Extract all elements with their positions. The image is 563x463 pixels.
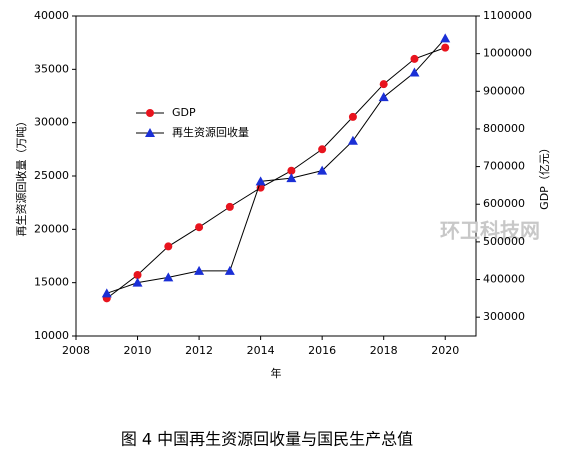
y-tick-label: 25000 bbox=[34, 169, 69, 182]
legend-label: 再生资源回收量 bbox=[172, 125, 249, 139]
marker bbox=[348, 112, 357, 121]
y2-axis-label: GDP（亿元） bbox=[538, 142, 551, 210]
x-tick-label: 2010 bbox=[124, 344, 152, 357]
y2-tick-label: 900000 bbox=[483, 84, 525, 97]
marker bbox=[132, 277, 143, 287]
marker bbox=[195, 223, 204, 232]
y-tick-label: 20000 bbox=[34, 222, 69, 235]
marker bbox=[255, 176, 266, 186]
x-axis-label: 年 bbox=[271, 366, 282, 380]
legend-marker bbox=[146, 109, 154, 117]
marker bbox=[101, 288, 112, 298]
marker bbox=[224, 265, 235, 275]
marker bbox=[441, 43, 450, 52]
marker bbox=[410, 54, 419, 63]
y-axis-label: 再生资源回收量（万吨） bbox=[14, 116, 28, 237]
marker bbox=[347, 135, 358, 145]
x-tick-label: 2014 bbox=[247, 344, 275, 357]
marker bbox=[164, 242, 173, 251]
x-tick-label: 2012 bbox=[185, 344, 213, 357]
x-tick-label: 2020 bbox=[431, 344, 459, 357]
marker bbox=[225, 202, 234, 211]
y2-tick-label: 700000 bbox=[483, 160, 525, 173]
marker bbox=[378, 92, 389, 102]
caption: 图 4 中国再生资源回收量与国民生产总值 bbox=[121, 430, 413, 449]
series-line bbox=[106, 38, 446, 294]
plot-frame bbox=[75, 15, 477, 337]
y2-tick-label: 500000 bbox=[483, 235, 525, 248]
y2-tick-label: 1100000 bbox=[483, 9, 532, 22]
marker bbox=[379, 80, 388, 89]
y2-tick-label: 600000 bbox=[483, 197, 525, 210]
marker bbox=[286, 173, 297, 183]
y-tick-label: 15000 bbox=[34, 276, 69, 289]
watermark: 环卫科技网 bbox=[440, 219, 540, 243]
y-tick-label: 30000 bbox=[34, 116, 69, 129]
x-tick-label: 2018 bbox=[370, 344, 398, 357]
y-tick-label: 10000 bbox=[34, 329, 69, 342]
y2-tick-label: 1000000 bbox=[483, 47, 532, 60]
marker bbox=[318, 145, 327, 154]
marker bbox=[163, 272, 174, 282]
marker bbox=[409, 67, 420, 77]
legend-marker bbox=[145, 128, 155, 137]
y2-tick-label: 800000 bbox=[483, 122, 525, 135]
x-tick-label: 2016 bbox=[308, 344, 336, 357]
y2-tick-label: 400000 bbox=[483, 273, 525, 286]
marker bbox=[133, 271, 142, 280]
marker bbox=[440, 33, 451, 43]
x-tick-label: 2008 bbox=[62, 344, 90, 357]
marker bbox=[194, 265, 205, 275]
marker bbox=[287, 166, 296, 175]
legend-label: GDP bbox=[172, 106, 196, 119]
y-tick-label: 35000 bbox=[34, 62, 69, 75]
y2-tick-label: 300000 bbox=[483, 310, 525, 323]
marker bbox=[317, 165, 328, 175]
y-tick-label: 40000 bbox=[34, 9, 69, 22]
series-line bbox=[106, 47, 446, 299]
